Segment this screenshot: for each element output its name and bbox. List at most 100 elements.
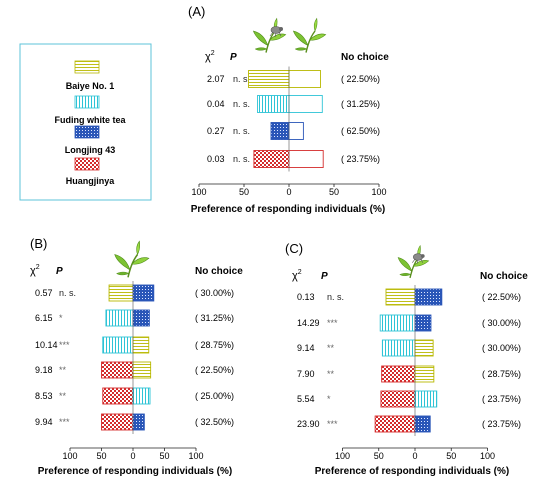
data-row: 23.90 *** ( 23.75%) bbox=[297, 415, 521, 433]
p-significance: ** bbox=[59, 365, 67, 375]
no-choice-value: ( 30.00%) bbox=[482, 318, 521, 328]
tea-leaf-icon bbox=[114, 240, 150, 278]
x-tick-label: 50 bbox=[329, 187, 339, 197]
no-choice-value: ( 22.50%) bbox=[482, 292, 521, 302]
legend-swatch-fuding bbox=[74, 95, 100, 109]
p-value-header: P bbox=[230, 52, 237, 63]
legend-label-baiye: Baiye No. 1 bbox=[66, 81, 115, 91]
legend-swatch-huangjinya bbox=[74, 157, 100, 171]
chi-square-header: χ2 bbox=[292, 269, 302, 282]
data-row: 0.27 n. s. ( 62.50%) bbox=[207, 122, 380, 140]
x-tick-label: 100 bbox=[480, 451, 495, 461]
legend-entry-baiye: Baiye No. 1 bbox=[66, 60, 115, 91]
x-axis-label: Preference of responding individuals (%) bbox=[191, 204, 385, 215]
bar-right bbox=[414, 314, 432, 332]
x-tick-label: 0 bbox=[412, 451, 417, 461]
data-row: 2.07 n. s. ( 22.50%) bbox=[207, 70, 380, 88]
chi-square-value: 0.27 bbox=[207, 126, 225, 136]
x-tick-label: 50 bbox=[159, 451, 169, 461]
bar-left bbox=[101, 413, 134, 431]
no-choice-value: ( 30.00%) bbox=[482, 343, 521, 353]
no-choice-header: No choice bbox=[341, 52, 389, 63]
legend-swatch-baiye bbox=[74, 60, 100, 74]
chi-square-value: 2.07 bbox=[207, 74, 225, 84]
panel-b: (B) χ2 P No choice 0.57 n. s. ( 30.00%) 6.15 * ( … bbox=[30, 236, 243, 477]
no-choice-value: ( 30.00%) bbox=[195, 288, 234, 298]
legend-label-fuding: Fuding white tea bbox=[55, 115, 127, 125]
legend-swatch-longjing bbox=[74, 125, 100, 139]
p-significance: n. s. bbox=[233, 126, 250, 136]
data-row: 14.29 *** ( 30.00%) bbox=[297, 314, 521, 332]
bar-left bbox=[248, 70, 290, 88]
data-row: 9.18 ** ( 22.50%) bbox=[35, 361, 234, 379]
data-row: 0.03 n. s. ( 23.75%) bbox=[207, 150, 380, 168]
chi-square-value: 0.57 bbox=[35, 288, 53, 298]
data-row: 0.04 n. s. ( 31.25%) bbox=[207, 95, 380, 113]
bar-left bbox=[381, 365, 416, 383]
no-choice-value: ( 22.50%) bbox=[195, 365, 234, 375]
legend-entry-longjing: Longjing 43 bbox=[65, 125, 116, 155]
legend-entry-huangjinya: Huangjinya bbox=[66, 157, 115, 186]
panel-label: (B) bbox=[30, 236, 47, 251]
chi-square-value: 10.14 bbox=[35, 340, 58, 350]
p-value-header: P bbox=[56, 266, 63, 277]
chi-square-value: 14.29 bbox=[297, 318, 320, 328]
no-choice-value: ( 31.25%) bbox=[195, 313, 234, 323]
data-row: 7.90 ** ( 28.75%) bbox=[297, 365, 521, 383]
x-tick-label: 100 bbox=[188, 451, 203, 461]
no-choice-value: ( 23.75%) bbox=[482, 419, 521, 429]
chi-square-value: 23.90 bbox=[297, 419, 320, 429]
bar-left bbox=[374, 415, 416, 433]
bar-left bbox=[102, 336, 134, 354]
x-tick-label: 100 bbox=[335, 451, 350, 461]
chi-square-value: 0.13 bbox=[297, 292, 315, 302]
p-significance: n. s. bbox=[233, 154, 250, 164]
p-significance: *** bbox=[59, 340, 70, 350]
tea-leaf-icon bbox=[292, 17, 327, 53]
data-row: 10.14 *** ( 28.75%) bbox=[35, 336, 234, 354]
x-axis-label: Preference of responding individuals (%) bbox=[38, 466, 232, 477]
bar-right bbox=[414, 365, 435, 383]
chi-square-value: 8.53 bbox=[35, 391, 53, 401]
p-significance: *** bbox=[59, 417, 70, 427]
p-significance: ** bbox=[59, 391, 67, 401]
x-tick-label: 100 bbox=[371, 187, 386, 197]
bar-right bbox=[414, 339, 434, 357]
x-tick-label: 50 bbox=[239, 187, 249, 197]
bar-right bbox=[132, 336, 150, 354]
bar-right bbox=[288, 150, 324, 168]
bar-right bbox=[132, 361, 152, 379]
data-row: 9.14 ** ( 30.00%) bbox=[297, 339, 521, 357]
panel-label: (C) bbox=[285, 241, 303, 256]
x-tick-label: 50 bbox=[446, 451, 456, 461]
no-choice-value: ( 22.50%) bbox=[341, 74, 380, 84]
legend-entry-fuding: Fuding white tea bbox=[55, 95, 127, 125]
x-tick-label: 0 bbox=[130, 451, 135, 461]
tea-leaf-icon bbox=[397, 244, 430, 279]
bar-left bbox=[257, 95, 290, 113]
bar-left bbox=[101, 361, 134, 379]
bar-right bbox=[414, 390, 438, 408]
no-choice-value: ( 62.50%) bbox=[341, 126, 380, 136]
legend: Baiye No. 1 Fuding white tea Longjing 43… bbox=[19, 43, 152, 201]
p-significance: *** bbox=[327, 419, 338, 429]
bar-right bbox=[414, 415, 431, 433]
no-choice-value: ( 23.75%) bbox=[482, 394, 521, 404]
p-significance: n. s. bbox=[59, 288, 76, 298]
no-choice-value: ( 31.25%) bbox=[341, 99, 380, 109]
no-choice-value: ( 32.50%) bbox=[195, 417, 234, 427]
insect-icon bbox=[269, 26, 283, 38]
x-axis-label: Preference of responding individuals (%) bbox=[315, 466, 509, 477]
no-choice-value: ( 28.75%) bbox=[482, 369, 521, 379]
p-significance: * bbox=[327, 394, 331, 404]
legend-label-longjing: Longjing 43 bbox=[65, 145, 116, 155]
chi-square-header: χ2 bbox=[30, 264, 40, 277]
p-significance: ** bbox=[327, 343, 335, 353]
chi-square-value: 5.54 bbox=[297, 394, 315, 404]
p-value-header: P bbox=[321, 271, 328, 282]
data-row: 0.57 n. s. ( 30.00%) bbox=[35, 284, 234, 302]
bar-left bbox=[253, 150, 290, 168]
bar-left bbox=[108, 284, 134, 302]
x-tick-label: 0 bbox=[286, 187, 291, 197]
legend-frame bbox=[19, 43, 152, 201]
